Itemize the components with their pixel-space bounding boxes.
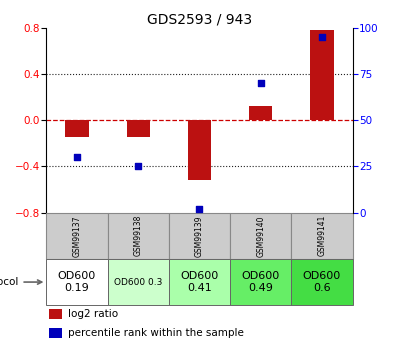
- Title: GDS2593 / 943: GDS2593 / 943: [147, 12, 252, 27]
- Bar: [169, 259, 230, 305]
- Text: GSM99137: GSM99137: [73, 215, 81, 257]
- Bar: [291, 259, 353, 305]
- Bar: [46, 213, 108, 259]
- Text: GSM99141: GSM99141: [318, 215, 326, 256]
- Bar: [108, 259, 169, 305]
- Bar: [108, 213, 169, 259]
- Text: percentile rank within the sample: percentile rank within the sample: [68, 328, 244, 338]
- Bar: [310, 30, 334, 120]
- Bar: [291, 213, 353, 259]
- Text: GSM99138: GSM99138: [134, 215, 143, 256]
- Text: OD600
0.6: OD600 0.6: [303, 271, 341, 293]
- Text: OD600 0.3: OD600 0.3: [114, 278, 162, 287]
- Bar: [249, 106, 272, 120]
- Point: [74, 154, 80, 160]
- Point: [319, 34, 325, 40]
- Bar: [127, 120, 150, 137]
- Point: [135, 164, 141, 169]
- Text: log2 ratio: log2 ratio: [68, 309, 118, 319]
- Text: GSM99140: GSM99140: [256, 215, 265, 257]
- Bar: [230, 213, 291, 259]
- Point: [258, 80, 264, 86]
- Text: GSM99139: GSM99139: [195, 215, 204, 257]
- Bar: [50, 328, 62, 338]
- Text: OD600
0.41: OD600 0.41: [181, 271, 218, 293]
- Bar: [65, 120, 89, 137]
- Text: growth protocol: growth protocol: [0, 277, 42, 287]
- Bar: [188, 120, 211, 180]
- Point: [196, 206, 203, 212]
- Bar: [230, 259, 291, 305]
- Bar: [46, 259, 108, 305]
- Text: OD600
0.19: OD600 0.19: [58, 271, 96, 293]
- Bar: [169, 213, 230, 259]
- Bar: [50, 309, 62, 319]
- Text: OD600
0.49: OD600 0.49: [242, 271, 280, 293]
